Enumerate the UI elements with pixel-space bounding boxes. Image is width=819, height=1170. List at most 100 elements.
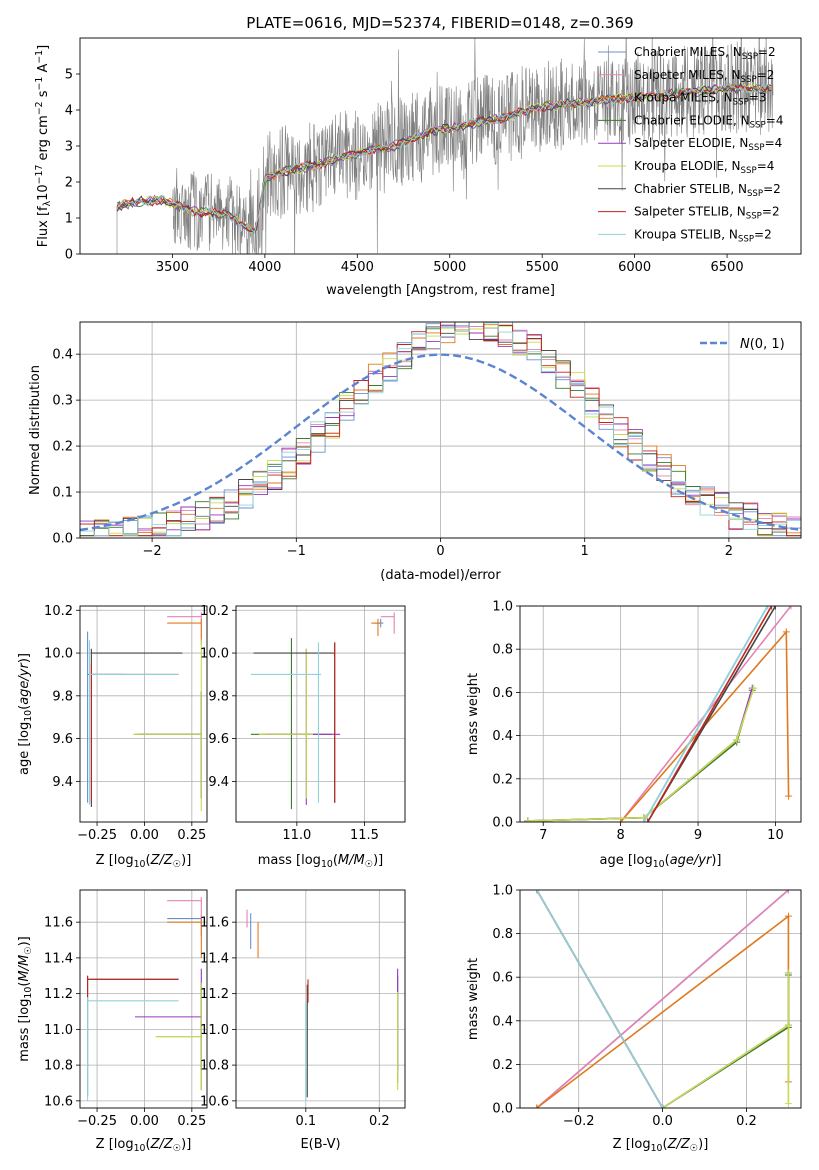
chart-mass_vs_Z: −0.25 0.00 0.25 10.6 10.8 11.0 11.2 11.4 11.6 Z [… [17,889,208,1154]
y-tick-label: 11.6 [200,916,229,931]
cumulative-line-kroupa-elodie [527,687,755,822]
cumulative-line-salpeter-miles [536,890,789,1108]
chart-spectrum: 3500 4000 4500 5000 5500 6000 6500 0 1 2 3 4 5 Chabri… [34,37,802,298]
x-tick-label: 5000 [433,260,466,275]
legend-label-gaussian: N(0, 1) [740,337,785,352]
plot-area [250,612,395,810]
marker-chabrier-stelib [771,606,779,610]
y-tick-label: 0.3 [52,394,73,409]
x-tick-label: 0.2 [736,1114,757,1129]
y-tick-label: 10.6 [200,1094,229,1109]
histogram-salpeter-stelib [80,322,801,537]
y-axis-label: mass [log10(M/M☉)] [17,936,34,1062]
y-tick-label: 11.6 [44,916,73,931]
y-tick-label: 11.0 [200,1023,229,1038]
marker-kroupa-stelib [533,890,541,894]
marker-kroupa-stelib [659,1104,667,1108]
histogram-kroupa-stelib [80,322,801,537]
y-tick-label: 9.4 [52,775,73,790]
marker-kroupa-miles [533,1104,541,1108]
y-tick-label: 0.6 [492,686,513,701]
y-tick-label: 0.2 [52,440,73,455]
model-line-kroupa-miles [116,83,772,232]
x-tick-label: 5500 [526,260,559,275]
x-axis-label: mass [log10(M/M☉)] [258,853,384,870]
marker-salpeter-stelib [768,606,776,610]
gaussian-curve [80,353,799,532]
y-tick-label: 0.2 [492,1058,513,1073]
y-tick-label: 11.2 [44,987,73,1002]
plot-area [524,606,795,822]
x-tick-label: −0.25 [77,828,117,843]
y-tick-label: 1.0 [492,884,513,899]
y-tick-label: 0.6 [492,971,513,986]
legend-label-kroupa-miles: Kroupa MILES, NSSP=3 [634,91,767,108]
legend-label-chabrier-miles: Chabrier MILES, NSSP=2 [634,45,776,62]
y-tick-label: 10.8 [200,1059,229,1074]
y-tick-label: 1 [65,212,73,227]
marker-kroupa-elodie [784,1100,792,1108]
x-tick-label: 0.00 [130,1114,159,1129]
y-axis-label: mass weight [466,958,481,1040]
model-line-chabrier-stelib [116,82,772,234]
legend-label-salpeter-miles: Salpeter MILES, NSSP=2 [634,68,774,85]
x-tick-label: 0.00 [130,828,159,843]
legend-label-chabrier-stelib: Chabrier STELIB, NSSP=2 [634,182,781,199]
x-tick-label: 11.0 [282,828,311,843]
axes-frame [79,889,208,1109]
chart-mass_vs_ebv: 0.1 0.2 10.6 10.8 11.0 11.2 11.4 11.6 E(B-V) [200,889,406,1152]
marker-kroupa-elodie [750,684,758,692]
y-tick-label: 9.4 [208,775,229,790]
x-tick-label: 4000 [248,260,281,275]
axes-frame [79,605,208,823]
model-line-salpeter-stelib [116,84,772,232]
legend-label-kroupa-elodie: Kroupa ELODIE, NSSP=4 [634,159,774,176]
cumulative-line-salpeter-stelib [647,606,773,822]
y-tick-label: 0.8 [492,643,513,658]
x-tick-label: 0.1 [295,1114,316,1129]
x-tick-label: 0 [436,544,444,559]
figure-title: PLATE=0616, MJD=52374, FIBERID=0148, z=0… [246,14,633,32]
marker-kroupa-elodie [524,817,532,822]
y-tick-label: 11.4 [44,951,73,966]
model-line-kroupa-stelib [116,82,772,234]
marker-kroupa-elodie [784,1021,792,1029]
x-axis-label: E(B-V) [300,1137,340,1152]
axes-frame [235,889,406,1109]
y-tick-label: 0.1 [52,486,73,501]
legend-label-chabrier-elodie: Chabrier ELODIE, NSSP=4 [634,113,783,130]
x-tick-label: 0.25 [177,828,206,843]
y-tick-label: 11.0 [44,1023,73,1038]
x-axis-label: Z [log10(Z/Z☉)] [96,853,192,870]
x-tick-label: 8 [616,828,624,843]
y-tick-label: 9.8 [208,689,229,704]
y-axis-label: Normed distribution [28,365,43,495]
chart-age_vs_Z: −0.25 0.00 0.25 9.4 9.6 9.8 10.0 10.2 Z [log10(Z… [17,604,208,870]
marker-salpeter-miles [784,890,792,894]
y-tick-label: 0.0 [492,816,513,831]
y-tick-label: 9.8 [52,689,73,704]
marker-salpeter-stelib [644,818,652,822]
y-axis-label: Flux [fλ10−17 erg cm−2 s−1 A−1] [34,45,53,247]
x-tick-label: −0.25 [77,1114,117,1129]
x-axis-label: (data-model)/error [380,568,501,583]
y-tick-label: 11.4 [200,951,229,966]
marker-kroupa-stelib [640,818,648,822]
axes-frame [519,605,802,823]
y-tick-label: 0.2 [492,772,513,787]
legend-label-salpeter-stelib: Salpeter STELIB, NSSP=2 [634,205,780,222]
y-tick-label: 3 [65,140,73,155]
x-tick-label: 10 [767,828,784,843]
x-axis-label: age [log10(age/yr)] [599,853,721,870]
y-tick-label: 10.0 [200,647,229,662]
x-tick-label: 7 [539,828,547,843]
y-tick-label: 0 [65,248,73,263]
marker-kroupa-miles [782,628,790,636]
y-tick-label: 10.0 [44,647,73,662]
y-tick-label: 9.6 [52,732,73,747]
y-tick-label: 0.4 [492,1014,513,1029]
plot-area [87,612,202,812]
y-tick-label: 0.4 [52,348,73,363]
x-tick-label: 9 [694,828,702,843]
x-tick-label: −0.2 [563,1114,595,1129]
